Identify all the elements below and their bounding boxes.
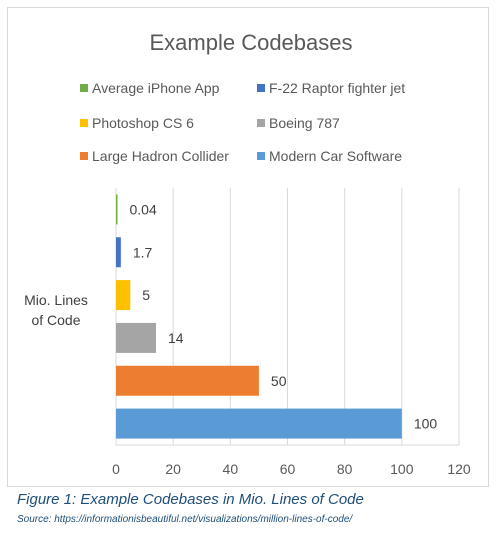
bar-2	[116, 280, 131, 311]
data-label-1: 1.7	[133, 244, 153, 260]
source-caption: Source: https://informationisbeautiful.n…	[17, 514, 353, 525]
x-tick-label-0: 0	[112, 461, 120, 477]
data-label-3: 14	[168, 330, 184, 346]
figure-caption: Figure 1: Example Codebases in Mio. Line…	[17, 491, 364, 508]
legend-label-2: Photoshop CS 6	[92, 115, 194, 131]
legend-swatch-5	[257, 152, 265, 160]
x-tick-label-1: 20	[165, 461, 181, 477]
legend-swatch-4	[80, 152, 88, 160]
data-label-5: 100	[414, 416, 438, 432]
x-tick-label-4: 80	[337, 461, 353, 477]
bars	[116, 194, 402, 439]
x-tick-label-5: 100	[390, 461, 414, 477]
x-axis-tick-labels: 0 20 40 60 80 100 120	[112, 461, 471, 477]
legend-label-3: Boeing 787	[269, 115, 340, 131]
legend-swatch-1	[257, 84, 265, 92]
bar-4	[116, 365, 259, 396]
bar-5	[116, 408, 402, 439]
data-labels: 0.04 1.7 5 14 50 100	[130, 201, 438, 431]
legend: Average iPhone App F-22 Raptor fighter je…	[80, 80, 405, 164]
legend-swatch-0	[80, 84, 88, 92]
legend-swatch-3	[257, 119, 265, 127]
y-axis-label: Mio. Lines of Code	[24, 292, 88, 328]
x-tick-label-3: 60	[280, 461, 296, 477]
data-label-4: 50	[271, 373, 287, 389]
bar-1	[116, 237, 121, 268]
x-tick-label-2: 40	[223, 461, 239, 477]
data-label-2: 5	[142, 287, 150, 303]
bar-3	[116, 322, 157, 353]
legend-label-1: F-22 Raptor fighter jet	[269, 80, 405, 96]
x-tick-label-6: 120	[447, 461, 471, 477]
legend-label-5: Modern Car Software	[269, 148, 402, 164]
legend-swatch-2	[80, 119, 88, 127]
legend-label-4: Large Hadron Collider	[92, 148, 229, 164]
chart: Example Codebases Average iPhone App F-22…	[7, 7, 489, 487]
chart-title: Example Codebases	[149, 30, 352, 55]
legend-label-0: Average iPhone App	[92, 80, 220, 96]
bar-0	[116, 194, 118, 225]
data-label-0: 0.04	[130, 201, 157, 217]
grid	[115, 188, 460, 446]
